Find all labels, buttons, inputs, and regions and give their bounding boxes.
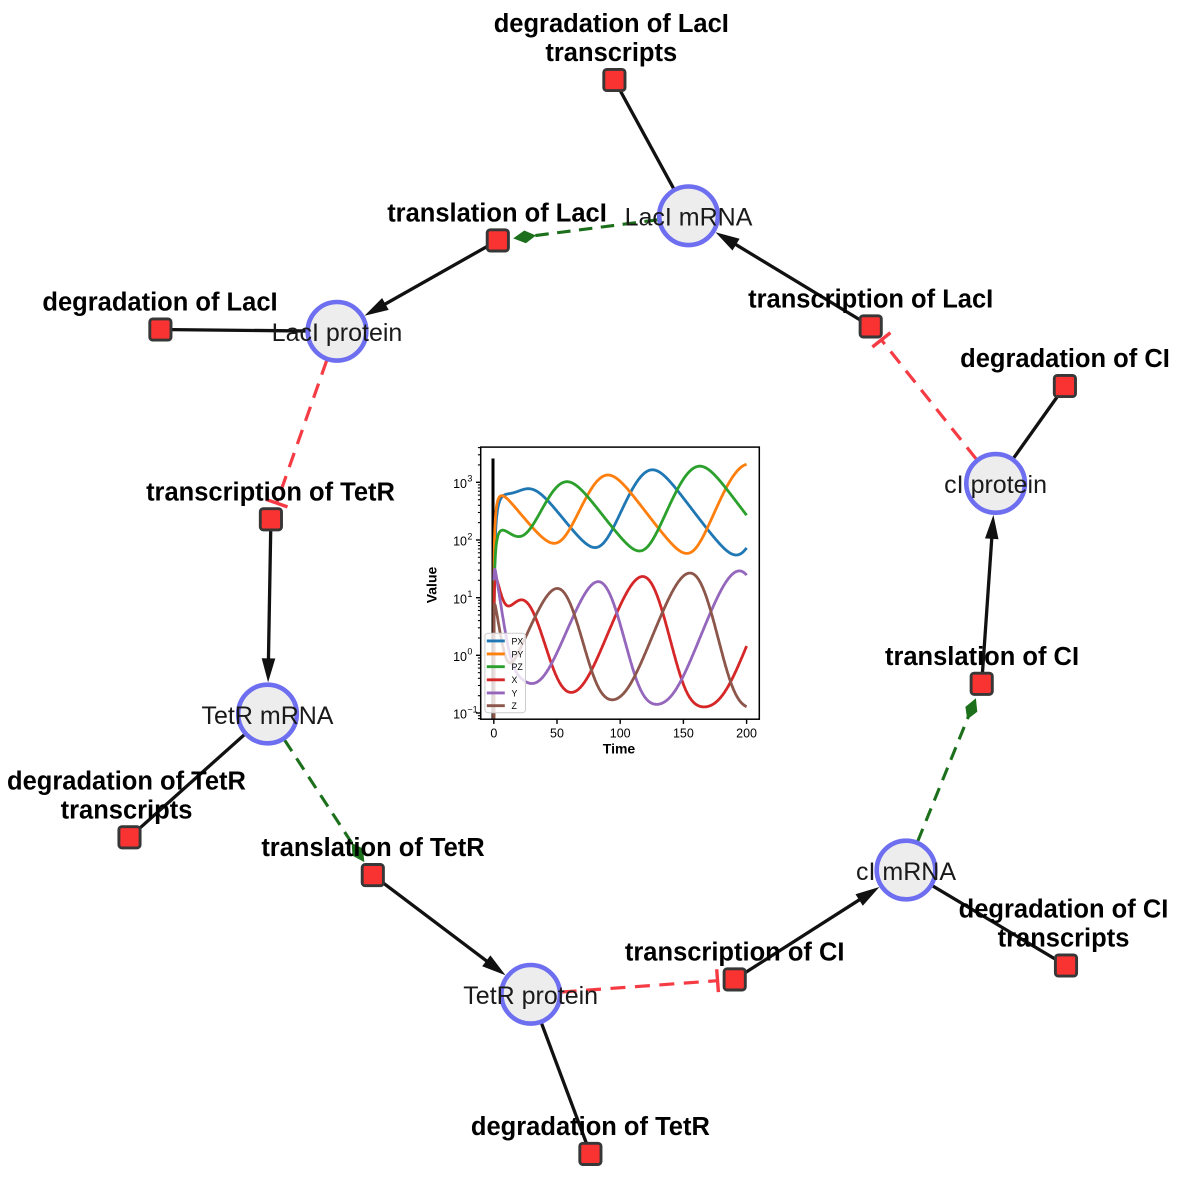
- svg-text:degradation of LacI: degradation of LacI: [494, 10, 729, 38]
- svg-text:transcripts: transcripts: [61, 796, 193, 824]
- svg-text:degradation of LacI: degradation of LacI: [42, 289, 277, 317]
- svg-text:PX: PX: [512, 636, 524, 646]
- svg-text:10: 10: [453, 535, 467, 549]
- svg-text:degradation of TetR: degradation of TetR: [471, 1113, 710, 1141]
- svg-text:200: 200: [736, 726, 757, 740]
- svg-text:10: 10: [453, 650, 467, 664]
- svg-text:LacI mRNA: LacI mRNA: [625, 204, 753, 232]
- svg-text:transcripts: transcripts: [545, 39, 677, 67]
- svg-text:TetR mRNA: TetR mRNA: [202, 702, 334, 730]
- svg-text:10: 10: [453, 477, 467, 491]
- svg-text:cI mRNA: cI mRNA: [856, 858, 956, 886]
- svg-text:0: 0: [490, 726, 497, 740]
- svg-text:PZ: PZ: [512, 662, 524, 672]
- svg-text:translation of LacI: translation of LacI: [387, 199, 607, 227]
- svg-text:−1: −1: [467, 704, 477, 714]
- svg-text:degradation of CI: degradation of CI: [960, 345, 1170, 373]
- svg-text:degradation of TetR: degradation of TetR: [7, 767, 246, 795]
- svg-text:Time: Time: [603, 740, 636, 756]
- svg-text:transcription of LacI: transcription of LacI: [748, 285, 993, 313]
- svg-text:Z: Z: [512, 701, 518, 711]
- svg-text:150: 150: [673, 726, 694, 740]
- svg-text:2: 2: [467, 531, 472, 541]
- svg-text:transcripts: transcripts: [998, 925, 1130, 953]
- svg-text:50: 50: [550, 726, 564, 740]
- svg-text:LacI protein: LacI protein: [272, 319, 403, 347]
- svg-text:translation of CI: translation of CI: [885, 643, 1079, 671]
- svg-text:1: 1: [467, 589, 472, 599]
- svg-text:translation of TetR: translation of TetR: [261, 834, 484, 862]
- svg-text:Y: Y: [512, 688, 518, 698]
- svg-text:10: 10: [453, 708, 467, 722]
- svg-text:TetR protein: TetR protein: [463, 982, 598, 1010]
- svg-text:X: X: [512, 675, 518, 685]
- svg-text:PY: PY: [512, 649, 524, 659]
- svg-text:cI protein: cI protein: [944, 471, 1047, 499]
- svg-text:transcription of CI: transcription of CI: [625, 938, 845, 966]
- svg-text:degradation of CI: degradation of CI: [959, 896, 1169, 924]
- svg-text:Value: Value: [424, 567, 440, 604]
- svg-text:100: 100: [610, 726, 631, 740]
- svg-text:10: 10: [453, 592, 467, 606]
- svg-text:3: 3: [467, 474, 472, 484]
- svg-text:0: 0: [467, 647, 472, 657]
- svg-text:transcription of TetR: transcription of TetR: [146, 478, 395, 506]
